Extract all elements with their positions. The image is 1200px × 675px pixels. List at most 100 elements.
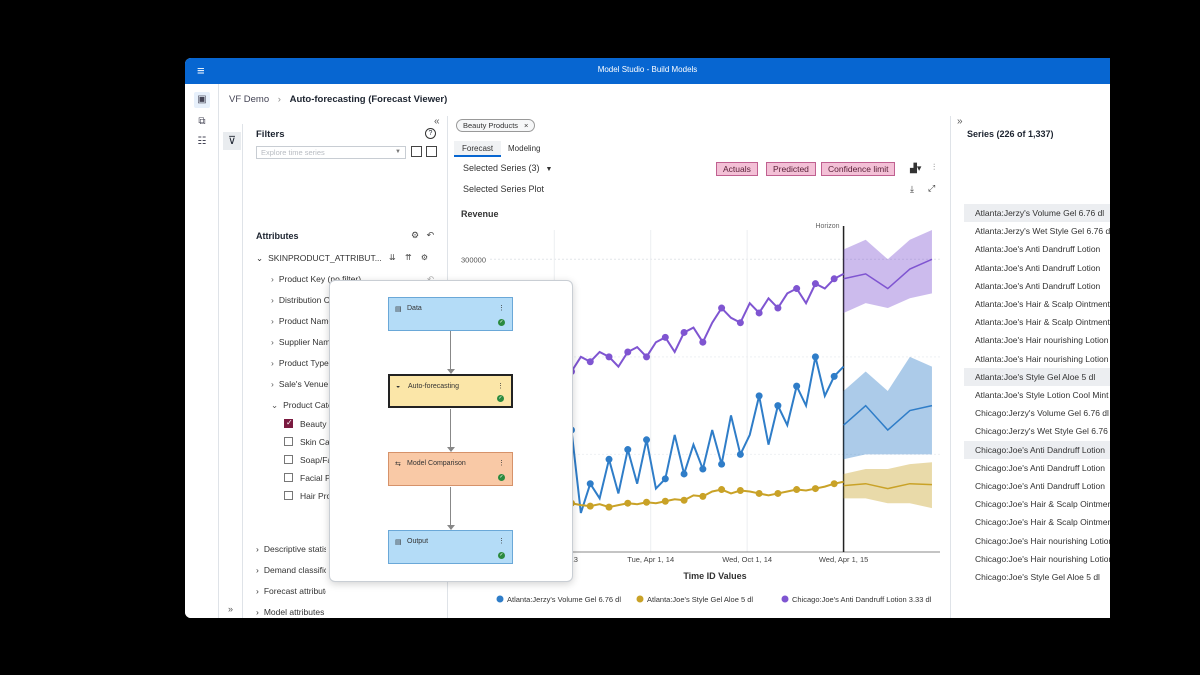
tab-forecast[interactable]: Forecast <box>454 141 502 157</box>
filter-row[interactable]: › Sale's Venue <box>271 379 431 389</box>
close-icon[interactable]: × <box>524 121 529 130</box>
more-options-icon[interactable]: ⋮ <box>498 538 505 545</box>
filter-row[interactable]: › Supplier Name <box>271 337 431 347</box>
reset-icon[interactable]: ↶ <box>426 230 435 240</box>
app-title: Model Studio - Build Models <box>597 65 698 74</box>
series-list-item[interactable]: Atlanta:Jerzy's Volume Gel 6.76 dl <box>964 204 1110 222</box>
maximize-icon[interactable]: ⤢ <box>928 183 936 193</box>
breadcrumb-root[interactable]: VF Demo <box>229 94 270 105</box>
x-tick-label: Wed, Apr 1, 15 <box>819 555 868 564</box>
breadcrumb-separator: › <box>277 94 281 105</box>
series-search-input[interactable]: Explore time series ▼ <box>256 146 406 159</box>
series-list-item[interactable]: Chicago:Joe's Hair & Scalp Ointment <box>975 517 1110 528</box>
data-pane-icon[interactable]: ▣ <box>194 92 210 108</box>
checkbox-label: Hair Products <box>300 491 352 501</box>
series-list-item[interactable]: Chicago:Jerzy's Wet Style Gel 6.76 dl <box>975 426 1110 437</box>
series-list-item[interactable]: Chicago:Joe's Anti Dandruff Lotion <box>964 440 1110 459</box>
collapsed-section[interactable]: › Demand classification <box>256 565 326 575</box>
search-placeholder: Explore time series <box>261 148 325 157</box>
node-model-comparison[interactable]: ⇆ Model Comparison ⋮ ✓ <box>388 452 513 486</box>
actual-point <box>624 499 632 507</box>
forecast-viewer: Beauty Products × Forecast Modeling Selec… <box>448 116 950 618</box>
tab-modeling[interactable]: Modeling <box>508 144 541 153</box>
confidence-limit-toggle[interactable]: Confidence limit <box>821 162 896 176</box>
chevron-right-icon: › <box>256 565 259 575</box>
filter-icon[interactable]: ⊽ <box>223 132 241 150</box>
settings-icon[interactable]: ⚙ <box>411 230 420 240</box>
series-list-item[interactable]: Atlanta:Joe's Style Gel Aloe 5 dl <box>964 367 1110 386</box>
node-data[interactable]: ▤ Data ⋮ ✓ <box>388 297 513 331</box>
series-list-item[interactable]: Chicago:Joe's Hair & Scalp Ointment <box>975 499 1110 510</box>
attributes-heading: Attributes <box>256 231 299 241</box>
gear-icon[interactable]: ⚙ <box>420 253 429 262</box>
series-list-item[interactable]: Chicago:Joe's Anti Dandruff Lotion <box>975 481 1105 491</box>
chart-type-icon[interactable]: ▟▾ <box>910 163 922 173</box>
series-list-item[interactable]: Chicago:Joe's Anti Dandruff Lotion <box>975 462 1105 473</box>
legend-label: Atlanta:Jerzy's Volume Gel 6.76 dl <box>507 595 621 604</box>
chevron-down-icon[interactable]: ▼ <box>395 149 401 155</box>
filter-row[interactable]: ⌄ Product Category <box>271 400 431 411</box>
series-list-item[interactable]: Atlanta:Joe's Hair nourishing Lotion <box>975 335 1109 346</box>
selected-series-dropdown[interactable]: Selected Series (3) ▼ <box>463 163 552 173</box>
filter-row[interactable]: › Product Key (no filter) <box>271 274 431 284</box>
checkbox[interactable] <box>284 473 293 482</box>
results-icon[interactable]: ☷ <box>197 136 207 147</box>
reset-icon[interactable]: ↶ <box>427 274 435 284</box>
filter-row[interactable]: › Product Type <box>271 358 431 368</box>
connector-line <box>450 487 451 529</box>
collapsed-section[interactable]: › Model attributes <box>256 607 326 617</box>
checkbox-checked[interactable] <box>284 418 293 428</box>
series-list-item[interactable]: Chicago:Joe's Style Gel Aloe 5 dl <box>975 572 1100 582</box>
series-list-item[interactable]: Atlanta:Joe's Hair & Scalp Ointment <box>975 299 1110 309</box>
section-label: Descriptive statistics <box>263 544 326 554</box>
collapse-filter-icon[interactable]: « <box>434 116 440 127</box>
more-options-icon[interactable]: ⋮ <box>497 383 504 390</box>
node-label: Model Comparison <box>407 460 466 467</box>
collapsed-section[interactable]: › Forecast attributes <box>256 586 326 596</box>
hamburger-menu-icon[interactable]: ≡ <box>197 63 205 78</box>
series-list-item[interactable]: Atlanta:Joe's Anti Dandruff Lotion <box>975 262 1101 273</box>
legend-marker <box>781 595 789 603</box>
series-list-item[interactable]: Atlanta:Joe's Style Lotion Cool Mint <box>975 390 1109 400</box>
arrow-head <box>447 369 455 374</box>
series-list-item[interactable]: Atlanta:Joe's Anti Dandruff Lotion <box>975 280 1101 291</box>
pipelines-icon[interactable]: ⧉ <box>198 116 206 127</box>
save-filter-icon[interactable] <box>411 146 422 157</box>
checkbox[interactable] <box>284 455 293 464</box>
filter-tag-label: Beauty Products <box>463 121 519 130</box>
series-list-item[interactable]: Atlanta:Joe's Hair & Scalp Ointment <box>975 317 1110 328</box>
actual-point <box>586 358 594 366</box>
table-view-icon[interactable] <box>426 146 437 157</box>
checkbox[interactable] <box>284 491 293 500</box>
download-icon[interactable]: ⤓ <box>910 184 914 194</box>
series-list-item[interactable]: Chicago:Joe's Hair nourishing Lotion <box>975 553 1110 564</box>
filter-row[interactable]: › Product Name (no filter) <box>271 316 431 326</box>
collapsed-section[interactable]: › Descriptive statistics <box>256 544 326 554</box>
expand-all-icon[interactable]: ⇊ <box>389 253 396 262</box>
series-list-item[interactable]: Chicago:Joe's Hair nourishing Lotion <box>975 535 1110 546</box>
series-list-item[interactable]: Chicago:Jerzy's Volume Gel 6.76 dl <box>975 408 1109 419</box>
attribute-group[interactable]: ⌄ SKINPRODUCT_ATTRIBUT... <box>256 253 382 264</box>
chevron-down-icon: ▼ <box>545 166 553 173</box>
series-list-item[interactable]: Atlanta:Joe's Hair nourishing Lotion <box>975 353 1109 364</box>
series-list-item[interactable]: Atlanta:Jerzy's Wet Style Gel 6.76 dl <box>975 226 1110 237</box>
node-output[interactable]: ▤ Output ⋮ ✓ <box>388 530 513 564</box>
series-list-item[interactable]: Atlanta:Joe's Anti Dandruff Lotion <box>975 244 1101 255</box>
node-auto-forecasting[interactable]: ◒ Auto-forecasting ⋮ ✓ <box>388 374 513 408</box>
selected-series-label: Selected Series (3) <box>463 163 540 173</box>
chart-options-icon[interactable]: ⫶ <box>933 162 936 172</box>
category-checkbox[interactable]: Skin Care <box>284 437 337 447</box>
category-checkbox[interactable]: Hair Products <box>284 491 352 501</box>
more-options-icon[interactable]: ⋮ <box>498 305 505 312</box>
more-options-icon[interactable]: ⋮ <box>498 460 505 467</box>
collapse-series-icon[interactable]: » <box>957 116 963 127</box>
help-icon[interactable]: ? <box>425 128 436 139</box>
filter-row-label: Sale's Venue <box>278 379 329 389</box>
actuals-toggle[interactable]: Actuals <box>716 162 758 176</box>
chevron-down-icon: ⌄ <box>256 253 264 263</box>
predicted-toggle[interactable]: Predicted <box>766 162 816 176</box>
collapse-all-icon[interactable]: ⇈ <box>404 253 412 262</box>
filter-row-label: Product Type <box>278 358 329 368</box>
expand-filter-icon[interactable]: » <box>228 604 234 614</box>
checkbox[interactable] <box>284 437 293 446</box>
